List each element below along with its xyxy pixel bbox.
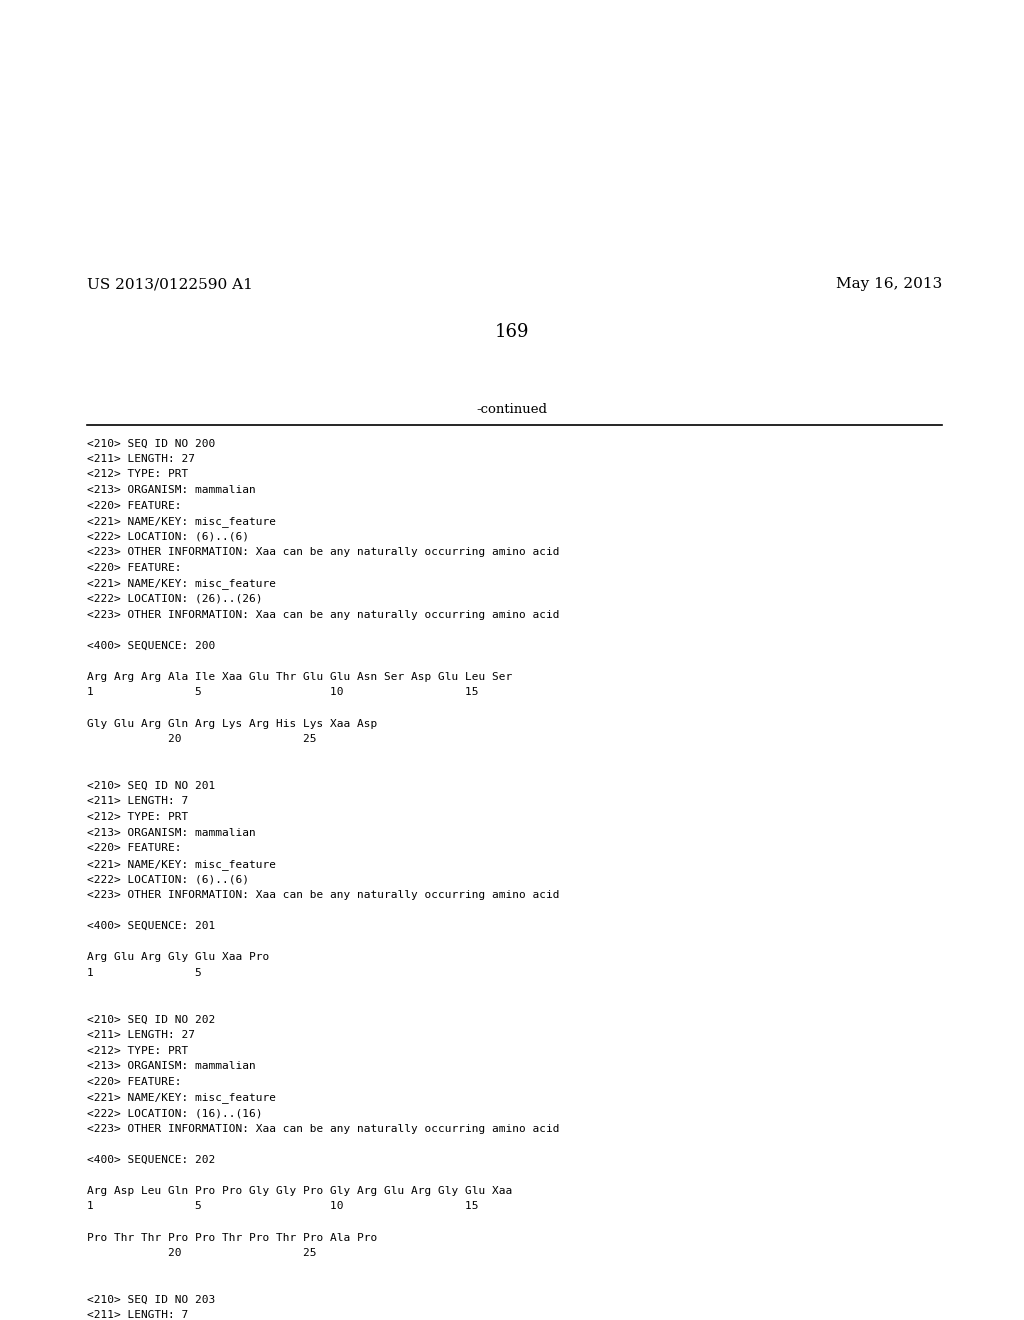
Text: <221> NAME/KEY: misc_feature: <221> NAME/KEY: misc_feature (87, 1093, 276, 1104)
Text: <223> OTHER INFORMATION: Xaa can be any naturally occurring amino acid: <223> OTHER INFORMATION: Xaa can be any … (87, 548, 559, 557)
Text: -continued: -continued (476, 403, 548, 416)
Text: <223> OTHER INFORMATION: Xaa can be any naturally occurring amino acid: <223> OTHER INFORMATION: Xaa can be any … (87, 1123, 559, 1134)
Text: <220> FEATURE:: <220> FEATURE: (87, 500, 181, 511)
Text: <220> FEATURE:: <220> FEATURE: (87, 562, 181, 573)
Text: <210> SEQ ID NO 201: <210> SEQ ID NO 201 (87, 781, 215, 791)
Text: May 16, 2013: May 16, 2013 (836, 277, 942, 292)
Text: 20                  25: 20 25 (87, 734, 316, 744)
Text: 1               5                   10                  15: 1 5 10 15 (87, 688, 478, 697)
Text: <210> SEQ ID NO 200: <210> SEQ ID NO 200 (87, 438, 215, 449)
Text: <223> OTHER INFORMATION: Xaa can be any naturally occurring amino acid: <223> OTHER INFORMATION: Xaa can be any … (87, 610, 559, 619)
Text: <400> SEQUENCE: 201: <400> SEQUENCE: 201 (87, 921, 215, 931)
Text: <210> SEQ ID NO 202: <210> SEQ ID NO 202 (87, 1015, 215, 1024)
Text: <212> TYPE: PRT: <212> TYPE: PRT (87, 812, 188, 822)
Text: <221> NAME/KEY: misc_feature: <221> NAME/KEY: misc_feature (87, 859, 276, 870)
Text: US 2013/0122590 A1: US 2013/0122590 A1 (87, 277, 253, 292)
Text: <213> ORGANISM: mammalian: <213> ORGANISM: mammalian (87, 828, 256, 838)
Text: <212> TYPE: PRT: <212> TYPE: PRT (87, 1045, 188, 1056)
Text: <211> LENGTH: 27: <211> LENGTH: 27 (87, 454, 195, 463)
Text: 1               5                   10                  15: 1 5 10 15 (87, 1201, 478, 1212)
Text: Pro Thr Thr Pro Pro Thr Pro Thr Pro Ala Pro: Pro Thr Thr Pro Pro Thr Pro Thr Pro Ala … (87, 1233, 377, 1242)
Text: <213> ORGANISM: mammalian: <213> ORGANISM: mammalian (87, 1061, 256, 1072)
Text: <222> LOCATION: (6)..(6): <222> LOCATION: (6)..(6) (87, 874, 249, 884)
Text: 20                  25: 20 25 (87, 1249, 316, 1258)
Text: <223> OTHER INFORMATION: Xaa can be any naturally occurring amino acid: <223> OTHER INFORMATION: Xaa can be any … (87, 890, 559, 900)
Text: 169: 169 (495, 323, 529, 342)
Text: <400> SEQUENCE: 202: <400> SEQUENCE: 202 (87, 1155, 215, 1164)
Text: <211> LENGTH: 27: <211> LENGTH: 27 (87, 1030, 195, 1040)
Text: 1               5: 1 5 (87, 968, 202, 978)
Text: Arg Glu Arg Gly Glu Xaa Pro: Arg Glu Arg Gly Glu Xaa Pro (87, 952, 269, 962)
Text: <221> NAME/KEY: misc_feature: <221> NAME/KEY: misc_feature (87, 516, 276, 527)
Text: <220> FEATURE:: <220> FEATURE: (87, 843, 181, 853)
Text: <210> SEQ ID NO 203: <210> SEQ ID NO 203 (87, 1295, 215, 1305)
Text: Arg Asp Leu Gln Pro Pro Gly Gly Pro Gly Arg Glu Arg Gly Glu Xaa: Arg Asp Leu Gln Pro Pro Gly Gly Pro Gly … (87, 1185, 512, 1196)
Text: Arg Arg Arg Ala Ile Xaa Glu Thr Glu Glu Asn Ser Asp Glu Leu Ser: Arg Arg Arg Ala Ile Xaa Glu Thr Glu Glu … (87, 672, 512, 682)
Text: <400> SEQUENCE: 200: <400> SEQUENCE: 200 (87, 640, 215, 651)
Text: <211> LENGTH: 7: <211> LENGTH: 7 (87, 796, 188, 807)
Text: Gly Glu Arg Gln Arg Lys Arg His Lys Xaa Asp: Gly Glu Arg Gln Arg Lys Arg His Lys Xaa … (87, 718, 377, 729)
Text: <221> NAME/KEY: misc_feature: <221> NAME/KEY: misc_feature (87, 578, 276, 589)
Text: <222> LOCATION: (26)..(26): <222> LOCATION: (26)..(26) (87, 594, 262, 605)
Text: <222> LOCATION: (16)..(16): <222> LOCATION: (16)..(16) (87, 1107, 262, 1118)
Text: <213> ORGANISM: mammalian: <213> ORGANISM: mammalian (87, 484, 256, 495)
Text: <212> TYPE: PRT: <212> TYPE: PRT (87, 470, 188, 479)
Text: <211> LENGTH: 7: <211> LENGTH: 7 (87, 1311, 188, 1320)
Text: <220> FEATURE:: <220> FEATURE: (87, 1077, 181, 1086)
Text: <222> LOCATION: (6)..(6): <222> LOCATION: (6)..(6) (87, 532, 249, 541)
